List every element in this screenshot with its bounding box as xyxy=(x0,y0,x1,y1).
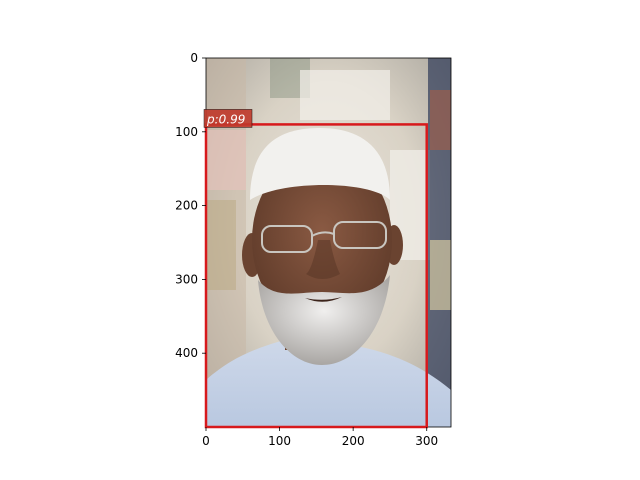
detections-layer: p:0.99 xyxy=(203,109,428,429)
x-tick-label: 100 xyxy=(268,434,291,448)
y-tick-label: 0 xyxy=(190,51,198,65)
x-tick-label: 300 xyxy=(415,434,438,448)
y-tick-label: 400 xyxy=(175,346,198,360)
y-tick-label: 200 xyxy=(175,199,198,213)
y-tick-label: 300 xyxy=(175,272,198,286)
detection-label: p:0.99 xyxy=(206,112,245,126)
x-axis: 0 100 200 300 xyxy=(202,427,438,448)
detection-box xyxy=(204,123,428,429)
y-axis: 0 100 200 300 400 xyxy=(175,51,206,360)
detection-label-background xyxy=(203,109,253,128)
y-tick-label: 100 xyxy=(175,125,198,139)
x-tick-label: 0 xyxy=(202,434,210,448)
x-tick-label: 200 xyxy=(342,434,365,448)
